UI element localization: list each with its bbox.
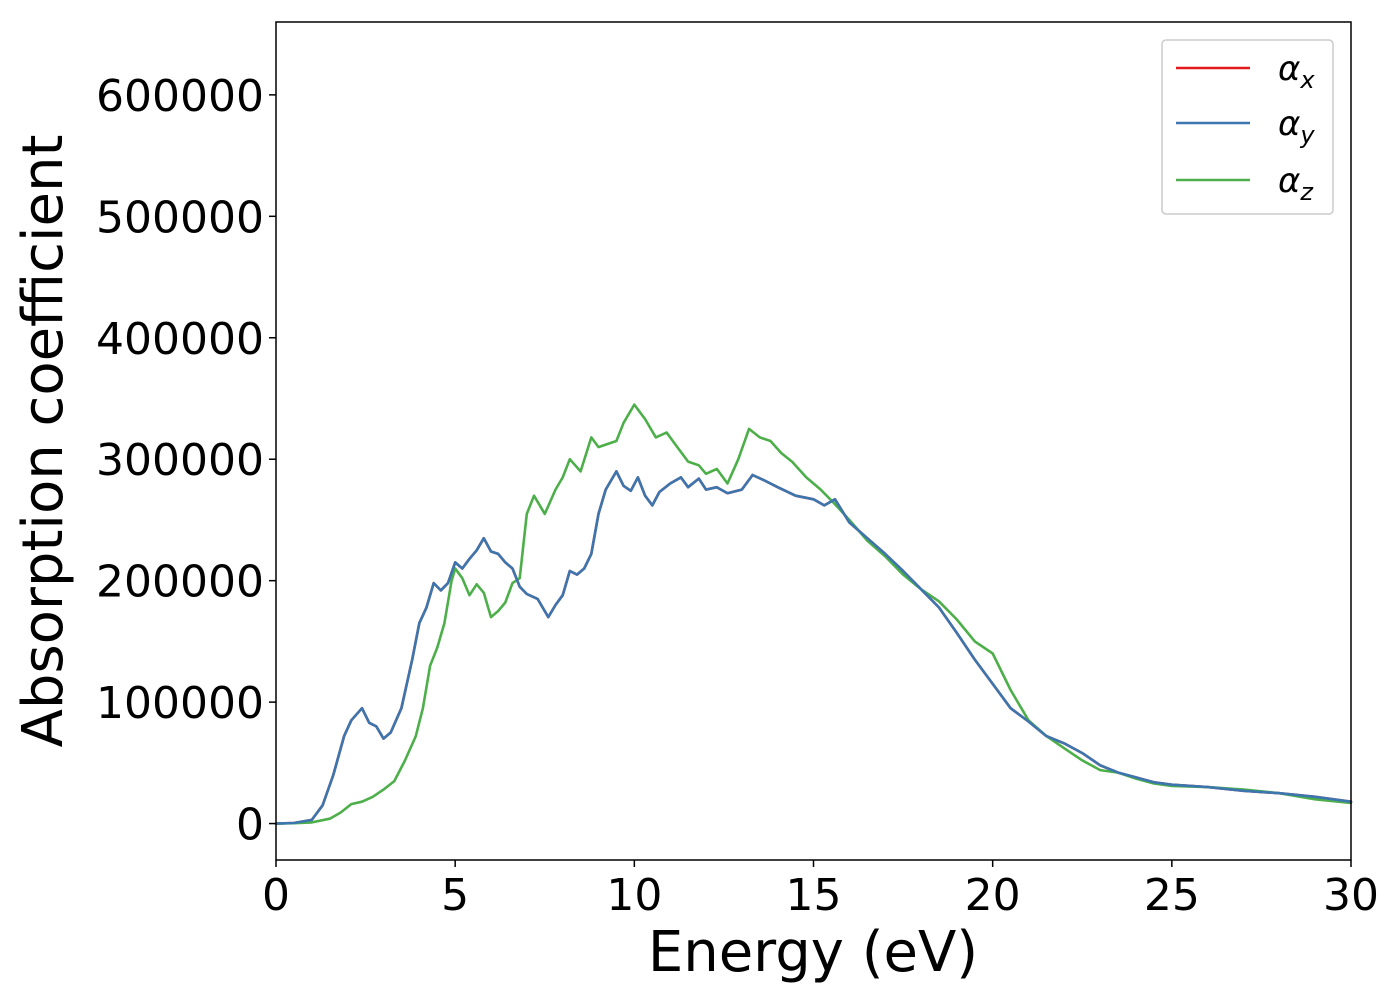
y-tick-label: 400000 bbox=[96, 314, 264, 365]
y-tick-label: 200000 bbox=[96, 557, 264, 608]
y-axis: 0 100000 200000 300000 400000 500000 600000 bbox=[96, 71, 276, 851]
y-tick-label: 600000 bbox=[96, 71, 264, 122]
legend-label-z: αz bbox=[1278, 161, 1314, 206]
x-tick-label: 0 bbox=[262, 870, 290, 921]
legend: αx αy αz bbox=[1161, 39, 1334, 215]
x-tick-label: 5 bbox=[441, 870, 469, 921]
x-tick-label: 15 bbox=[786, 870, 842, 921]
x-tick-label: 30 bbox=[1323, 870, 1379, 921]
x-tick-label: 25 bbox=[1144, 870, 1200, 921]
y-tick-label: 500000 bbox=[96, 192, 264, 243]
series-line-y bbox=[274, 470, 1353, 825]
x-tick-label: 10 bbox=[606, 870, 662, 921]
x-axis-label: Energy (eV) bbox=[648, 920, 978, 985]
legend-box bbox=[1161, 39, 1334, 215]
x-axis: 0 5 10 15 20 25 30 bbox=[262, 860, 1379, 921]
y-tick-label: 100000 bbox=[96, 678, 264, 729]
y-tick-label: 300000 bbox=[96, 435, 264, 486]
legend-label-x: αx bbox=[1278, 49, 1315, 94]
y-axis-label: Absorption coefficient bbox=[11, 135, 76, 748]
series-line-z bbox=[274, 403, 1353, 825]
y-tick-label: 0 bbox=[236, 800, 264, 851]
legend-label-y: αy bbox=[1278, 104, 1315, 149]
x-tick-label: 20 bbox=[965, 870, 1021, 921]
series-layer bbox=[274, 403, 1353, 825]
